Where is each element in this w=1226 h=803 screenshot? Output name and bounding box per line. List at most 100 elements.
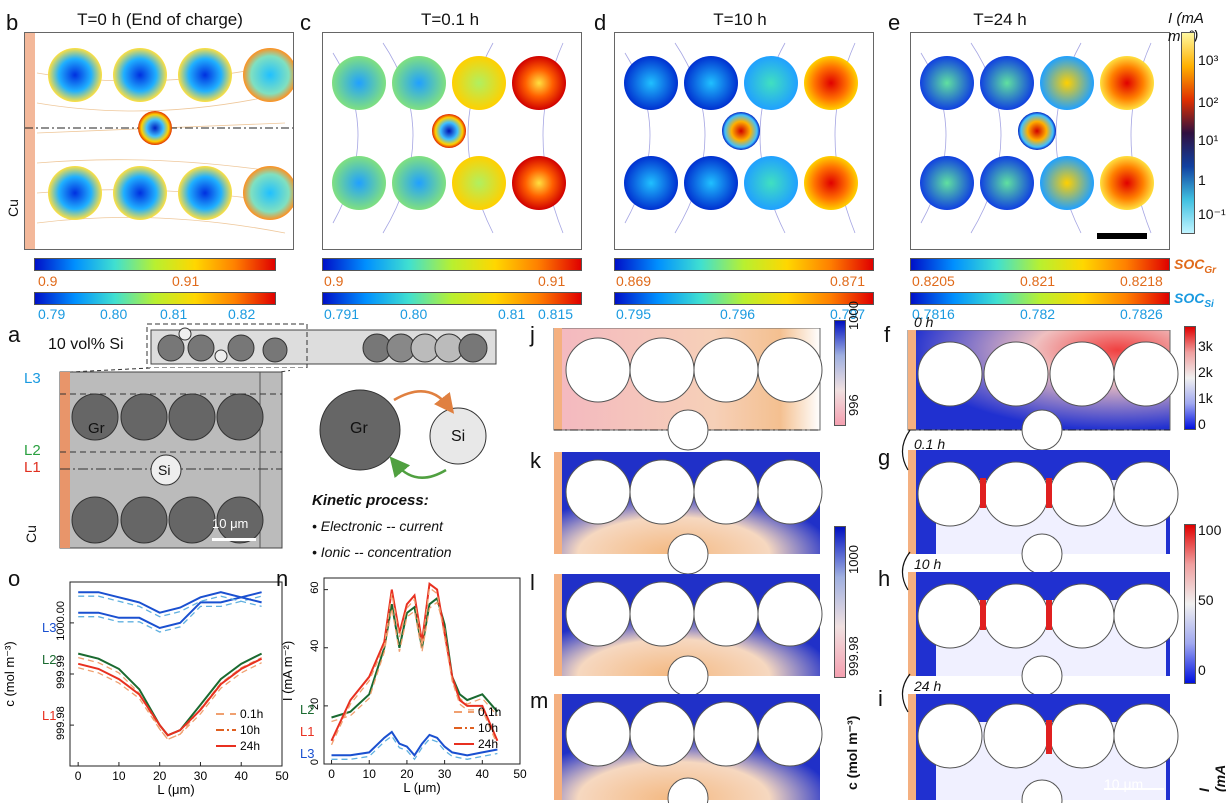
si-tick: 0.81 — [160, 306, 188, 322]
si-tick: 0.79 — [38, 306, 66, 322]
current-colorbar-top — [1184, 326, 1196, 430]
time-label: 10 h — [914, 556, 942, 572]
si-tick: 0.791 — [324, 306, 360, 322]
panel-letter: e — [888, 10, 901, 35]
conc-tick: 999.98 — [846, 636, 861, 676]
series-line-l2 — [77, 652, 263, 737]
current-tick: 2k — [1198, 364, 1213, 380]
gr-tick: 0.91 — [172, 273, 200, 289]
current-tick: 10¹ — [1198, 132, 1219, 148]
panel-letter: c — [300, 10, 311, 35]
y-tick-label: 1000.00 — [55, 601, 67, 641]
legend-label: 0.1h — [478, 705, 501, 719]
gr-si-exchange — [319, 389, 487, 479]
si-tick: 0.7816 — [912, 306, 955, 322]
scale-label: 10 μm — [212, 516, 249, 531]
line-label: L3 — [42, 620, 56, 635]
soc-map-svg — [920, 42, 1154, 239]
line-label: L2 — [42, 652, 56, 667]
current-tick: 1 — [1198, 172, 1206, 188]
current-tick: 10³ — [1198, 52, 1219, 68]
gr-tick: 0.9 — [38, 273, 58, 289]
x-tick-label: 10 — [363, 767, 377, 781]
kinetic-item: • Electronic -- current — [312, 518, 443, 534]
series-line-l1 — [77, 657, 263, 737]
y-tick-label: 999.99 — [55, 655, 67, 689]
soc-si-label: SOCSi — [1174, 290, 1214, 310]
panel-title: T=10 h — [713, 10, 767, 29]
x-tick-label: 30 — [194, 769, 208, 783]
panel-letter: h — [878, 566, 891, 591]
time-label: 24 h — [914, 678, 942, 694]
series-line-dashed — [78, 595, 262, 633]
soc-map — [910, 32, 1170, 250]
gr-tick: 0.871 — [830, 273, 866, 289]
zoomed-cell — [59, 367, 290, 549]
line-l3-label: L3 — [24, 370, 41, 387]
panel-letter: i — [878, 686, 883, 711]
panel-letter: l — [530, 570, 535, 595]
line-l2-label: L2 — [24, 442, 41, 459]
soc-map — [322, 32, 582, 250]
series-line-l3 — [331, 730, 498, 757]
kinetic-title: Kinetic process: — [312, 492, 429, 509]
conc-map-k — [554, 452, 823, 575]
conc-unit: c (mol m⁻³) — [844, 715, 860, 790]
time-label: 0 h — [914, 314, 934, 330]
si-tick: 0.80 — [100, 306, 128, 322]
gr-tick: 0.8218 — [1120, 273, 1163, 289]
y-axis-label: I (mA m⁻²) — [280, 641, 295, 701]
gr-circle-label: Gr — [350, 420, 368, 437]
y-tick-label: 999.98 — [55, 706, 67, 740]
series-line-dashed — [330, 586, 498, 746]
line-l1-label: L1 — [24, 459, 41, 476]
conc-maps — [553, 328, 823, 803]
chart-n: 0 10 20 30 40 50 L (μm) 60 40 20 0 I (mA m⁻²) L2 L1 L3… — [280, 577, 527, 795]
x-tick-label: 10 — [112, 769, 126, 783]
series-line-l3 — [78, 591, 262, 614]
line-label: L3 — [300, 746, 314, 761]
panel-letter: o — [8, 566, 21, 591]
x-axis-label: L (μm) — [157, 782, 194, 797]
soc-map-svg — [624, 42, 858, 234]
y-tick-label: 40 — [309, 640, 321, 652]
legend-label: 0.1h — [240, 707, 263, 721]
conc-tick: 1000 — [846, 545, 861, 574]
gr-tick: 0.869 — [616, 273, 652, 289]
x-tick-label: 0 — [75, 769, 82, 783]
current-tick: 3k — [1198, 338, 1213, 354]
line-label: L1 — [42, 708, 56, 723]
soc-map-svg — [25, 33, 293, 249]
gr-colorbar — [910, 258, 1170, 271]
soc-map — [614, 32, 874, 250]
cu-collector — [25, 33, 35, 249]
line-label: L1 — [300, 724, 314, 739]
si-tick: 0.80 — [400, 306, 428, 322]
series-line-dashed — [331, 735, 498, 761]
current-maps — [901, 330, 1179, 803]
si-tick: 0.7826 — [1120, 306, 1163, 322]
gr-tick: 0.9 — [324, 273, 344, 289]
current-tick: 10⁻¹ — [1198, 206, 1226, 222]
si-colorbar — [910, 292, 1170, 305]
si-tick: 0.81 — [498, 306, 526, 322]
conc-colorbar-bottom — [834, 526, 846, 678]
line-label: L2 — [300, 702, 314, 717]
current-unit: I (mA m⁻²) — [1196, 765, 1226, 792]
panel-letter: d — [594, 10, 607, 35]
x-tick-label: 50 — [513, 767, 527, 781]
series-line-l3 — [78, 591, 262, 630]
panel-letter: n — [276, 566, 289, 591]
x-tick-label: 50 — [275, 769, 289, 783]
soc-map — [24, 32, 294, 250]
conc-tick: 996 — [846, 394, 861, 416]
current-map-g — [908, 450, 1179, 575]
panel-title: T=0.1 h — [420, 10, 480, 29]
current-tick: 0 — [1198, 416, 1206, 432]
legend-label: 10h — [478, 721, 498, 735]
si-tick: 0.796 — [720, 306, 756, 322]
y-tick-label: 20 — [309, 698, 321, 710]
si-tick: 0.815 — [538, 306, 574, 322]
series-line-l2 — [331, 596, 499, 719]
legend-label: 24h — [478, 737, 498, 751]
